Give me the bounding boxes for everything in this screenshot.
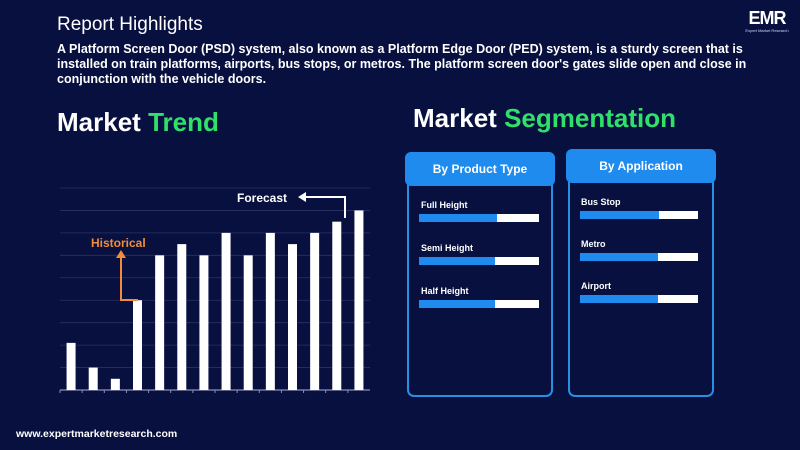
chart-bar xyxy=(177,244,187,390)
logo-subtext: Expert Market Research xyxy=(745,28,789,33)
segment-bar xyxy=(580,253,698,261)
forecast-arrow xyxy=(302,196,346,218)
segment-label: Bus Stop xyxy=(581,197,621,207)
segment-bar-fill xyxy=(580,253,658,261)
segment-label: Semi Height xyxy=(421,243,474,253)
page-title: Report Highlights xyxy=(57,14,203,35)
chart-bar xyxy=(155,255,165,390)
segment-label: Full Height xyxy=(421,200,468,210)
chart-bar xyxy=(66,342,76,390)
seg-heading-green: Segmentation xyxy=(504,103,676,133)
chart-bar xyxy=(88,367,98,390)
segmentation-card-title: By Product Type xyxy=(405,152,555,186)
chart-bar xyxy=(243,255,253,390)
segment-label: Metro xyxy=(581,239,606,249)
market-segmentation-heading: Market Segmentation xyxy=(413,103,676,134)
trend-heading-white: Market xyxy=(57,107,141,137)
segment-bar-fill xyxy=(580,295,658,303)
historical-label: Historical xyxy=(91,236,146,250)
market-trend-heading: Market Trend xyxy=(57,107,219,138)
segment-label: Half Height xyxy=(421,286,469,296)
historical-arrow xyxy=(120,254,138,301)
chart-bar xyxy=(110,378,120,390)
chart-bar xyxy=(133,300,142,390)
forecast-label: Forecast xyxy=(237,191,287,205)
segment-label: Airport xyxy=(581,281,611,291)
segment-bar xyxy=(580,295,698,303)
chart-bar xyxy=(221,232,231,390)
chart-bar xyxy=(265,232,275,390)
chart-bars xyxy=(66,210,364,390)
chart-annotations: Historical Forecast xyxy=(91,191,346,301)
segmentation-card xyxy=(568,152,714,397)
chart-bar xyxy=(354,210,364,390)
chart-bar xyxy=(332,221,342,390)
historical-arrowhead xyxy=(116,250,126,258)
segment-bar-fill xyxy=(580,211,660,219)
segmentation-card-title: By Application xyxy=(566,149,716,183)
report-description: A Platform Screen Door (PSD) system, als… xyxy=(57,42,747,86)
trend-heading-green: Trend xyxy=(148,107,219,137)
segment-bar-fill xyxy=(419,214,497,222)
segmentation-card xyxy=(407,155,553,397)
chart-bar xyxy=(310,232,320,390)
segment-bar xyxy=(419,257,539,265)
forecast-arrowhead xyxy=(298,192,306,202)
emr-logo: EMR Expert Market Research xyxy=(743,8,791,38)
chart-bar xyxy=(199,255,209,390)
chart-bar xyxy=(288,244,297,390)
segment-bar-fill xyxy=(419,300,495,308)
segment-bar xyxy=(580,211,698,219)
logo-mark: EMR xyxy=(748,8,787,28)
footer-url[interactable]: www.expertmarketresearch.com xyxy=(16,428,178,440)
segment-bar xyxy=(419,214,539,222)
chart-gridlines xyxy=(59,187,370,393)
seg-heading-white: Market xyxy=(413,103,497,133)
segment-bar xyxy=(419,300,539,308)
segment-bar-fill xyxy=(419,257,495,265)
